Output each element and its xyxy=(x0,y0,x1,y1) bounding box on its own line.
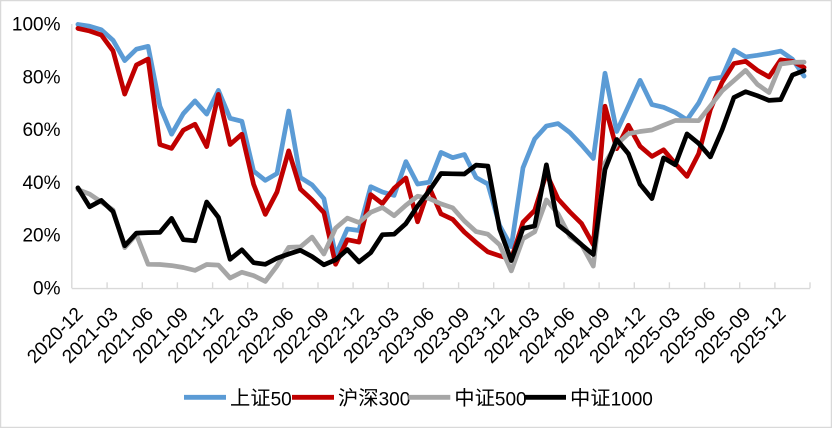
svg-text:0%: 0% xyxy=(33,279,61,300)
svg-text:100%: 100% xyxy=(12,15,61,36)
svg-text:40%: 40% xyxy=(22,173,60,194)
svg-text:500: 500 xyxy=(495,390,527,411)
svg-text:20%: 20% xyxy=(22,226,60,247)
svg-text:300: 300 xyxy=(379,390,411,411)
svg-text:1000: 1000 xyxy=(611,390,653,411)
svg-text:50: 50 xyxy=(271,390,292,411)
svg-text:80%: 80% xyxy=(22,67,60,88)
svg-text:60%: 60% xyxy=(22,120,60,141)
